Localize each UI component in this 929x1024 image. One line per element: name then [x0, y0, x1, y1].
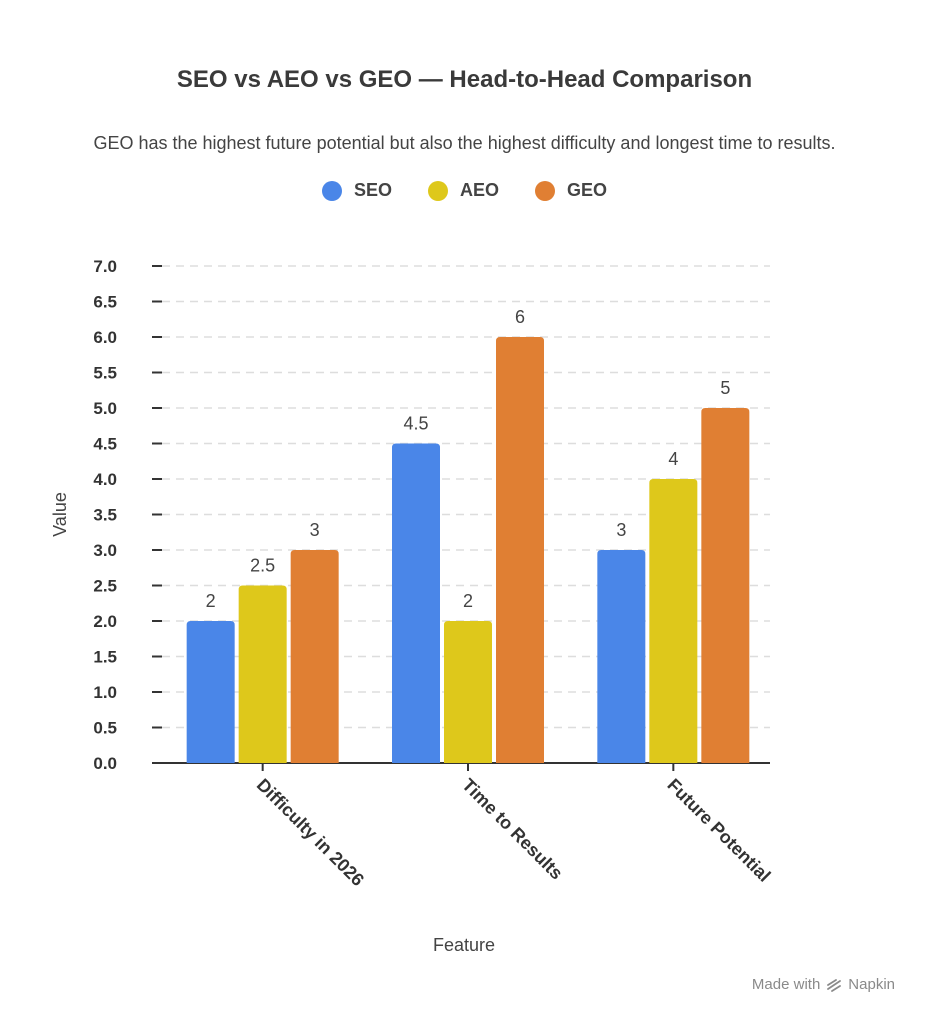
footer-credit: Made with Napkin: [752, 976, 895, 993]
x-tick-label: Time to Results: [458, 775, 567, 884]
y-tick-label: 4.5: [93, 435, 117, 454]
y-tick-label: 7.0: [93, 257, 117, 276]
y-tick-label: 2.5: [93, 577, 117, 596]
y-tick-label: 3.5: [93, 506, 117, 525]
bar-seo: [392, 443, 440, 763]
made-with-text: Made with: [751, 976, 821, 993]
data-label: 3: [616, 520, 626, 540]
y-tick-label: 0.5: [93, 719, 117, 738]
chart-title: SEO vs AEO vs GEO — Head-to-Head Compari…: [176, 66, 753, 93]
data-label: 4.5: [403, 414, 428, 434]
data-label: 6: [515, 307, 525, 327]
y-tick-label: 3.0: [93, 541, 117, 560]
y-tick-label: 5.5: [93, 364, 117, 383]
data-label: 3: [310, 520, 320, 540]
legend-label-aeo: AEO: [459, 180, 499, 200]
bar-seo: [186, 621, 235, 763]
bar-geo: [290, 550, 339, 763]
bar-seo: [597, 550, 646, 763]
napkin-brand-text: Napkin: [848, 976, 895, 993]
data-label: 2.5: [250, 556, 275, 576]
y-tick-label: 5.0: [93, 399, 117, 418]
y-tick-label: 0.0: [93, 754, 117, 773]
legend: SEO AEO GEO: [0, 180, 929, 201]
legend-item-aeo: AEO: [427, 180, 499, 201]
data-label: 2: [463, 591, 473, 611]
data-label: 5: [720, 378, 730, 398]
data-label: 2: [206, 591, 216, 611]
bar-geo: [701, 408, 750, 763]
legend-swatch-seo: [321, 180, 342, 201]
x-tick-label: Difficulty in 2026: [253, 775, 368, 890]
legend-item-geo: GEO: [535, 180, 607, 201]
y-tick-label: 1.5: [93, 648, 117, 667]
bar-aeo: [649, 479, 698, 763]
napkin-logo-icon: [827, 978, 842, 992]
x-tick-label: Future Potential: [663, 775, 774, 886]
y-tick-label: 6.0: [93, 328, 117, 347]
y-tick-label: 1.0: [93, 683, 117, 702]
legend-label-geo: GEO: [567, 180, 608, 200]
x-axis-title: Feature: [433, 935, 495, 955]
bar-aeo: [444, 621, 492, 763]
y-tick-label: 4.0: [93, 470, 117, 489]
y-tick-label: 6.5: [93, 293, 117, 312]
bar-geo: [496, 337, 544, 763]
legend-swatch-geo: [535, 180, 555, 201]
bar-aeo: [238, 585, 287, 763]
y-tick-label: 2.0: [93, 612, 117, 631]
chart-subtitle: GEO has the highest future potential but…: [93, 133, 836, 153]
y-axis-title: Value: [50, 492, 70, 537]
legend-item-seo: SEO: [321, 180, 392, 201]
data-label: 4: [668, 449, 678, 469]
legend-label-seo: SEO: [353, 180, 392, 200]
legend-swatch-aeo: [427, 180, 448, 201]
